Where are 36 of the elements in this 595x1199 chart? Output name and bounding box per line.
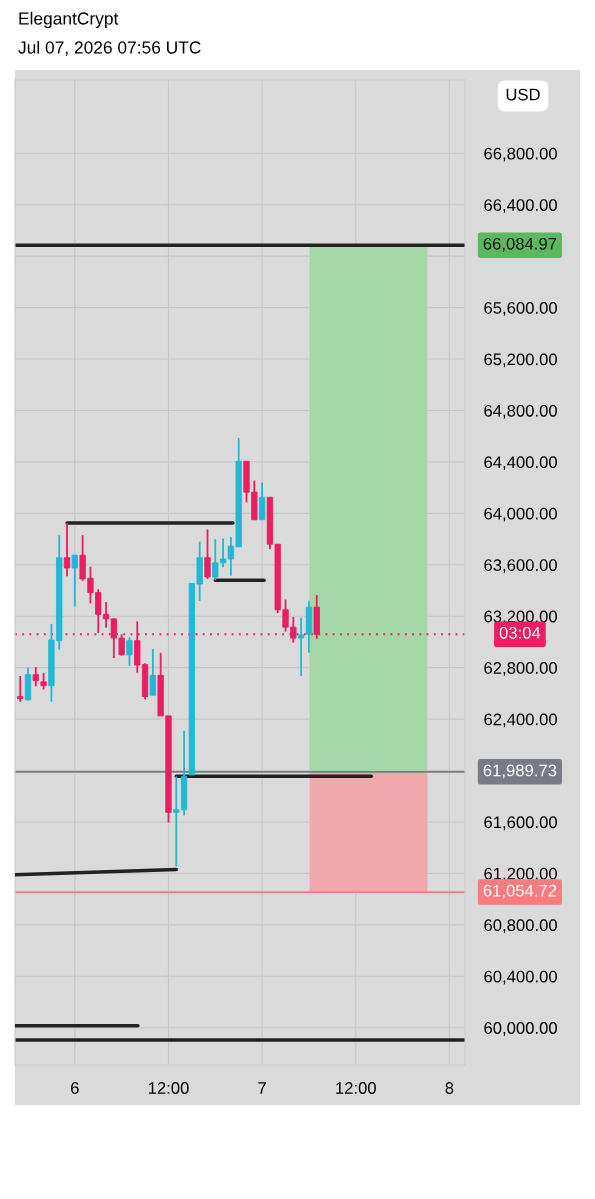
y-tick-label: 61,600.00 [484, 816, 557, 831]
y-tick-label: 63,200.00 [484, 610, 557, 625]
y-tick-label: 62,400.00 [484, 713, 557, 728]
candlestick [71, 554, 78, 608]
y-tick-label: 64,000.00 [484, 507, 557, 522]
candlestick [63, 522, 71, 578]
y-tick-label: 66,400.00 [484, 199, 557, 213]
x-tick-label: 12:00 [148, 1082, 189, 1094]
ref-line-label: 61,054.72 [483, 884, 557, 899]
candlestick [17, 675, 24, 703]
x-tick-label: 7 [258, 1082, 266, 1094]
y-axis-title: USD [506, 88, 540, 101]
chart-title: ElegantCrypt [19, 11, 119, 29]
text: 03:04 [499, 626, 541, 639]
y-tick-label: 60,000.00 [484, 1022, 557, 1036]
y-tick-label: 64,800.00 [484, 404, 557, 419]
y-tick-label: 61,200.00 [484, 867, 557, 882]
x-tick-label: 6 [71, 1082, 79, 1094]
y-tick-label: 60,800.00 [484, 919, 557, 934]
ref-line-label: 66,084.97 [483, 237, 557, 252]
x-tick-label: 12:00 [336, 1082, 376, 1094]
candlestick [258, 481, 266, 521]
candlestick [149, 648, 157, 697]
candlestick [126, 636, 133, 667]
y-tick-label: 66,800.00 [484, 147, 557, 162]
y-tick-label: 65,600.00 [484, 302, 557, 316]
y-tick-label: 63,600.00 [484, 559, 557, 573]
ref-line-label: 61,989.73 [483, 764, 557, 779]
x-tick-label: 8 [445, 1082, 454, 1094]
y-tick-label: 65,200.00 [484, 353, 557, 368]
chart-subtitle: Jul 07, 2026 07:56 UTC [18, 40, 201, 56]
y-tick-label: 60,400.00 [484, 970, 557, 985]
y-tick-label: 62,800.00 [484, 662, 557, 676]
candlestick [32, 666, 39, 688]
candlestick [204, 528, 211, 580]
y-tick-label: 64,400.00 [484, 456, 557, 471]
